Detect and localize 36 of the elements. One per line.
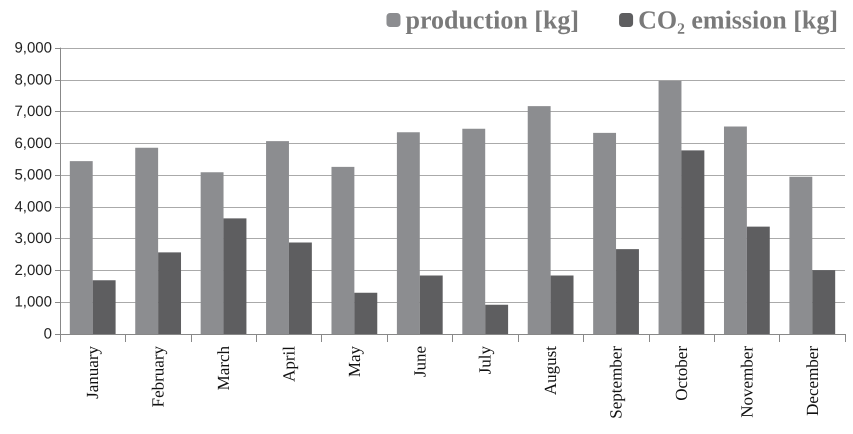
bar: [224, 218, 246, 334]
x-tick-label: February: [148, 346, 168, 408]
bar: [288, 242, 312, 334]
x-tick-label: May: [344, 346, 364, 378]
x-tick-label: June: [410, 346, 430, 378]
y-tick-label: 0: [44, 326, 52, 342]
y-tick-label: 9,000: [14, 40, 52, 56]
y-tick-label: 1,000: [14, 294, 52, 311]
bar: [420, 276, 443, 334]
bar: [616, 249, 639, 334]
bar: [485, 304, 508, 334]
y-tick-label: 8,000: [14, 71, 52, 88]
x-tick-label: March: [214, 346, 234, 390]
bar: [550, 276, 574, 334]
x-tick-label: November: [737, 346, 756, 418]
x-tick-label: September: [606, 346, 626, 419]
bar: [681, 150, 704, 334]
y-tick-label: 7,000: [14, 103, 52, 120]
y-tick-label: 6,000: [14, 134, 52, 152]
legend-label: production [kg]: [405, 6, 580, 34]
bar: [812, 270, 836, 334]
x-tick-label: July: [476, 346, 495, 374]
x-tick-label: April: [279, 346, 298, 382]
x-tick-label: October: [672, 346, 691, 401]
bar: [158, 252, 182, 334]
y-tick-label: 4,000: [14, 198, 52, 216]
x-tick-label: December: [802, 346, 822, 416]
y-tick-label: 3,000: [14, 230, 52, 248]
y-tick-label: 2,000: [14, 262, 52, 279]
bar: [354, 292, 378, 334]
bar: [746, 226, 770, 334]
x-tick-label: August: [541, 346, 560, 396]
legend-label: CO₂ emission [kg]: [638, 6, 838, 34]
y-tick-label: 5,000: [14, 166, 52, 184]
bar: [92, 280, 116, 334]
x-tick-label: January: [83, 346, 102, 399]
